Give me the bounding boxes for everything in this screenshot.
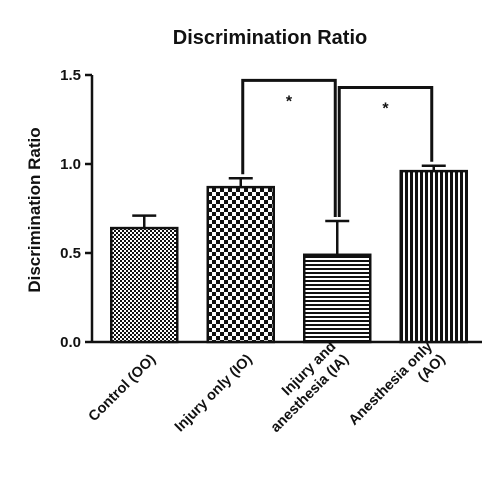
significance-brackets: * * xyxy=(241,78,434,217)
y-axis-label: Discrimination Ratio xyxy=(25,127,44,292)
y-tick-label: 1.0 xyxy=(60,156,81,173)
significance-star: * xyxy=(286,93,293,110)
x-tick-labels: Control (OO) Injury only (IO) Injury andan… xyxy=(86,339,449,436)
y-tick-label: 1.5 xyxy=(60,67,81,84)
x-tick-label-line: Anesthesia only xyxy=(346,339,436,429)
x-tick-label-line: Injury only (IO) xyxy=(172,351,256,435)
significance-bracket xyxy=(337,85,434,217)
bar xyxy=(110,226,179,344)
x-tick-label-line: Control (OO) xyxy=(86,351,160,425)
x-tick-label: Injury only (IO) xyxy=(172,351,256,435)
bar xyxy=(303,253,372,344)
significance-star: * xyxy=(382,100,389,117)
bars xyxy=(110,164,468,344)
x-tick-label: Anesthesia only(AO) xyxy=(346,339,449,429)
bar xyxy=(399,169,468,344)
significance-bracket xyxy=(241,78,337,217)
chart-title: Discrimination Ratio xyxy=(173,27,367,49)
y-tick-label: 0.5 xyxy=(60,245,81,262)
bar xyxy=(206,185,275,344)
y-tick-label: 0.0 xyxy=(60,334,81,351)
x-tick-label: Control (OO) xyxy=(86,351,160,425)
